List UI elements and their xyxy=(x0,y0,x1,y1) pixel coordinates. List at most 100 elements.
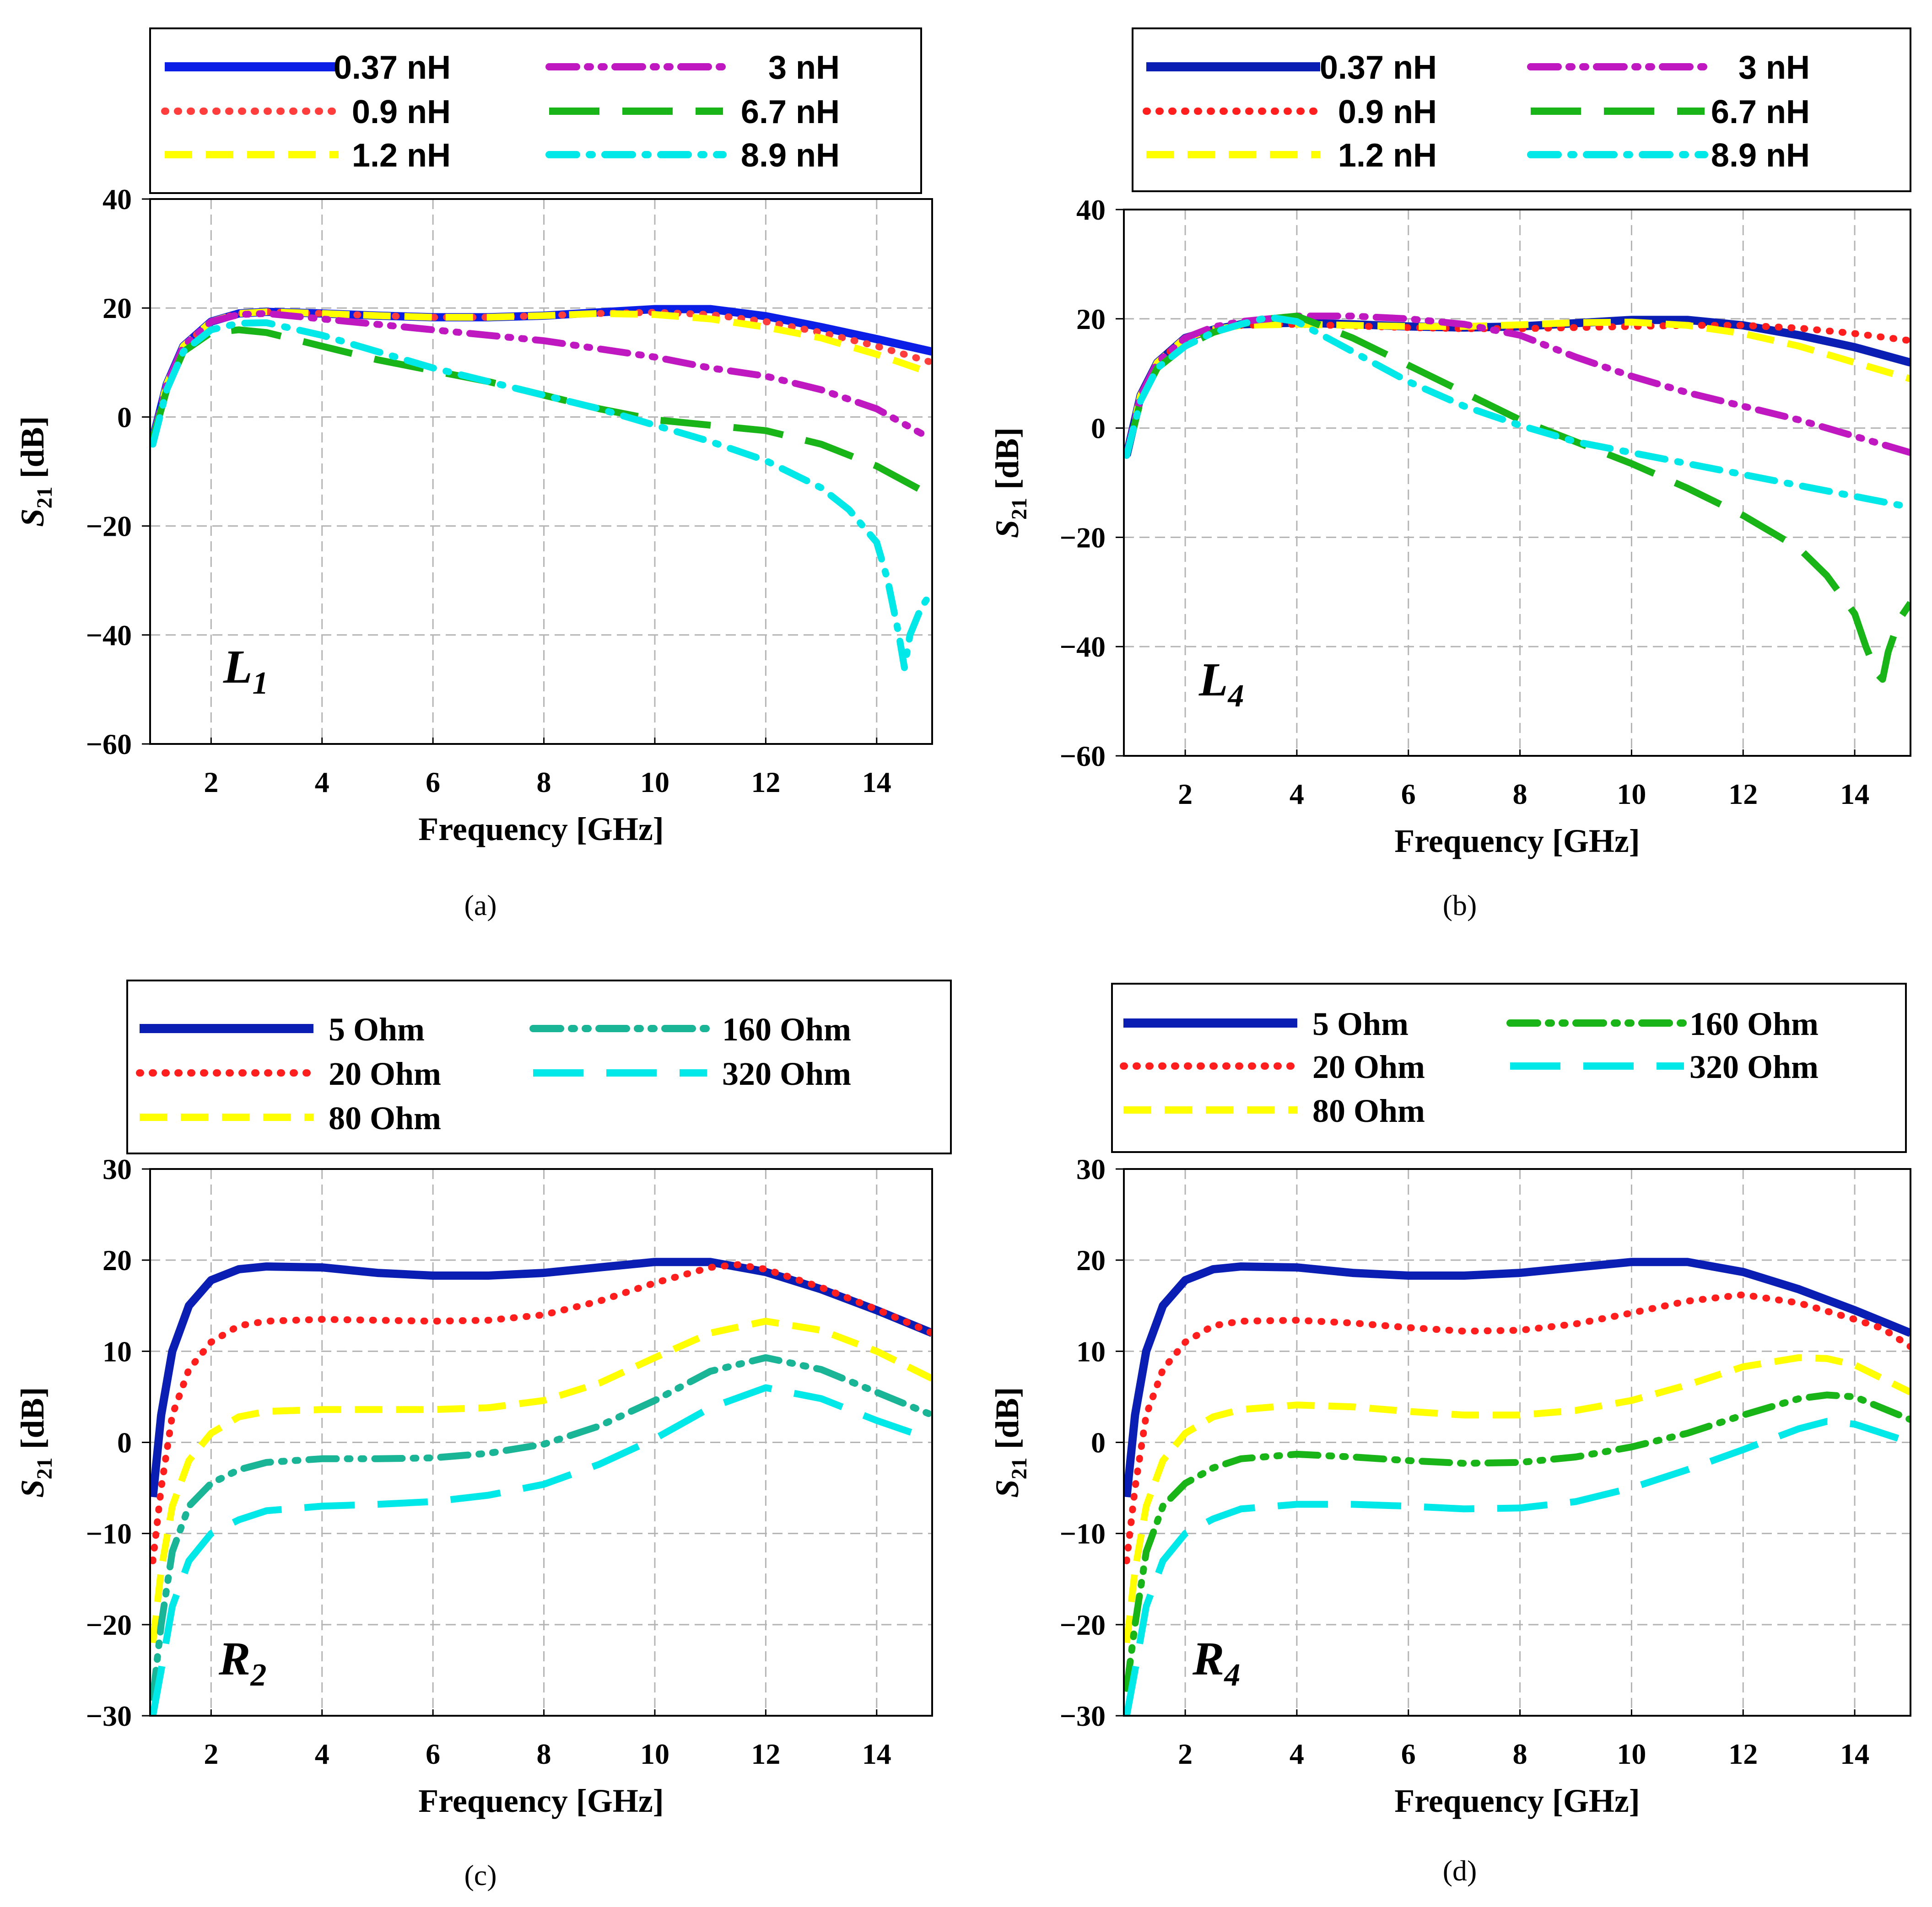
x-tick-label: 14 xyxy=(1840,1738,1869,1770)
series-line-5-ohm xyxy=(150,1258,932,1498)
y-tick-label: −20 xyxy=(1060,521,1106,554)
legend-entry: 8.9 nH xyxy=(1711,137,1810,174)
x-tick-label: 4 xyxy=(1290,778,1304,810)
y-tick-label: −20 xyxy=(1060,1609,1106,1641)
series-line-20-ohm xyxy=(1124,1291,1910,1564)
y-tick-label: −40 xyxy=(1060,630,1106,663)
series-line-5-ohm xyxy=(1124,1258,1910,1498)
series-line-320-ohm xyxy=(150,1384,932,1716)
panel-caption: (d) xyxy=(1443,1854,1477,1887)
legend-entry: 0.37 nH xyxy=(1320,49,1437,86)
plot-frame xyxy=(149,1168,933,1717)
legend-entry: 20 Ohm xyxy=(1312,1049,1425,1085)
y-tick-label: 20 xyxy=(1076,303,1106,335)
legend-entry: 20 Ohm xyxy=(329,1056,441,1092)
x-tick-label: 8 xyxy=(1513,1738,1527,1770)
y-tick-label: −30 xyxy=(1060,1700,1106,1732)
x-tick-label: 6 xyxy=(426,1738,440,1770)
x-tick-label: 10 xyxy=(1617,1738,1646,1770)
x-axis-label: Frequency [GHz] xyxy=(1394,1783,1640,1819)
y-tick-label: 40 xyxy=(1076,194,1106,226)
legend-entry: 80 Ohm xyxy=(1312,1093,1425,1129)
legend-entry: 320 Ohm xyxy=(1689,1049,1819,1085)
series-line-3-nh xyxy=(150,310,925,442)
chart-panel-d: 2 4 6 8 10 12 14 −30 −20 −10 0 10 20 30 Frequency [GHz… xyxy=(989,983,1911,1887)
y-tick-label: −20 xyxy=(86,510,132,543)
series-line-20-ohm xyxy=(150,1261,932,1564)
x-tick-label: 6 xyxy=(1401,1738,1416,1770)
x-tick-label: 12 xyxy=(1728,1738,1758,1770)
y-tick-label: 0 xyxy=(117,1427,132,1459)
y-axis-label: S21 [dB] xyxy=(989,427,1031,538)
x-tick-label: 14 xyxy=(862,1738,891,1770)
series-line-160-ohm xyxy=(150,1354,932,1701)
series-line-8-9-nh xyxy=(150,319,932,671)
legend: 5 Ohm 20 Ohm 80 Ohm 160 Ohm 320 Ohm xyxy=(126,980,952,1154)
series-line-80-ohm xyxy=(1124,1354,1910,1643)
series-line-3-nh xyxy=(1124,312,1910,459)
x-tick-label: 8 xyxy=(537,766,551,798)
legend-entry: 1.2 nH xyxy=(352,137,451,174)
x-tick-label: 14 xyxy=(862,766,891,798)
legend-entry: 6.7 nH xyxy=(741,94,840,130)
legend-box xyxy=(126,980,952,1154)
x-tick-label: 4 xyxy=(315,766,329,798)
panel-caption: (c) xyxy=(464,1859,496,1891)
series-line-80-ohm xyxy=(150,1318,932,1643)
legend-entry: 0.9 nH xyxy=(1338,94,1437,130)
series-line-320-ohm xyxy=(1124,1418,1910,1716)
legend-entry: 0.37 nH xyxy=(334,49,451,86)
x-tick-label: 12 xyxy=(751,1738,780,1770)
chart-panel-c: 2 4 6 8 10 12 14 −30 −20 −10 0 10 20 30 Frequency [GHz… xyxy=(14,980,952,1891)
x-tick-label: 2 xyxy=(1178,1738,1193,1770)
legend-entry: 8.9 nH xyxy=(741,137,840,174)
x-tick-label: 12 xyxy=(751,766,780,798)
legend-box xyxy=(1111,983,1907,1153)
y-tick-label: 0 xyxy=(117,401,132,433)
legend-entry: 3 nH xyxy=(768,49,840,86)
x-tick-label: 4 xyxy=(315,1738,329,1770)
chart-panel-a: 2 4 6 8 10 12 14 −60 −40 −20 0 20 40 Frequency [GHz] S… xyxy=(14,27,933,921)
legend: 0.37 nH 0.9 nH 1.2 nH 3 nH 6.7 nH 8.9 nH xyxy=(149,27,922,194)
x-axis-label: Frequency [GHz] xyxy=(418,1783,664,1819)
x-tick-label: 10 xyxy=(640,1738,669,1770)
x-tick-label: 8 xyxy=(537,1738,551,1770)
y-tick-label: 10 xyxy=(1076,1335,1106,1368)
x-axis-label: Frequency [GHz] xyxy=(418,811,664,847)
legend-entry: 5 Ohm xyxy=(329,1011,425,1048)
panel-caption: (a) xyxy=(464,889,496,921)
x-tick-label: 8 xyxy=(1513,778,1527,810)
y-tick-label: 20 xyxy=(103,1244,132,1277)
y-tick-label: 20 xyxy=(1076,1244,1106,1277)
y-tick-label: 30 xyxy=(103,1153,132,1185)
y-axis-label: S21 [dB] xyxy=(989,1387,1031,1498)
series-line-8-9-nh xyxy=(1124,313,1910,511)
plot-area xyxy=(150,199,932,744)
x-tick-label: 4 xyxy=(1290,1738,1304,1770)
y-tick-label: 30 xyxy=(1076,1153,1106,1185)
y-tick-label: −10 xyxy=(86,1518,132,1550)
y-tick-label: −40 xyxy=(86,619,132,652)
y-axis-label: S21 [dB] xyxy=(14,416,57,527)
y-tick-label: 40 xyxy=(103,183,132,215)
y-tick-label: 0 xyxy=(1091,412,1106,445)
y-tick-label: −30 xyxy=(86,1700,132,1732)
panel-caption: (b) xyxy=(1443,889,1477,921)
legend-entry: 320 Ohm xyxy=(722,1056,851,1092)
series-line-6-7-nh xyxy=(1124,312,1910,683)
panel-annotation: L4 xyxy=(1198,653,1244,714)
x-tick-label: 10 xyxy=(1617,778,1646,810)
legend-entry: 1.2 nH xyxy=(1338,137,1437,174)
y-tick-label: 10 xyxy=(103,1335,132,1368)
plot-frame xyxy=(1123,209,1911,757)
legend: 0.37 nH 0.9 nH 1.2 nH 3 nH 6.7 nH 8.9 nH xyxy=(1132,27,1911,192)
series-line-160-ohm xyxy=(1124,1391,1910,1692)
y-tick-label: −20 xyxy=(86,1609,132,1641)
x-tick-label: 14 xyxy=(1840,778,1869,810)
x-tick-label: 10 xyxy=(640,766,669,798)
legend-entry: 3 nH xyxy=(1738,49,1810,86)
x-axis-label: Frequency [GHz] xyxy=(1394,823,1640,859)
legend-entry: 160 Ohm xyxy=(722,1011,851,1048)
x-tick-label: 2 xyxy=(204,766,218,798)
